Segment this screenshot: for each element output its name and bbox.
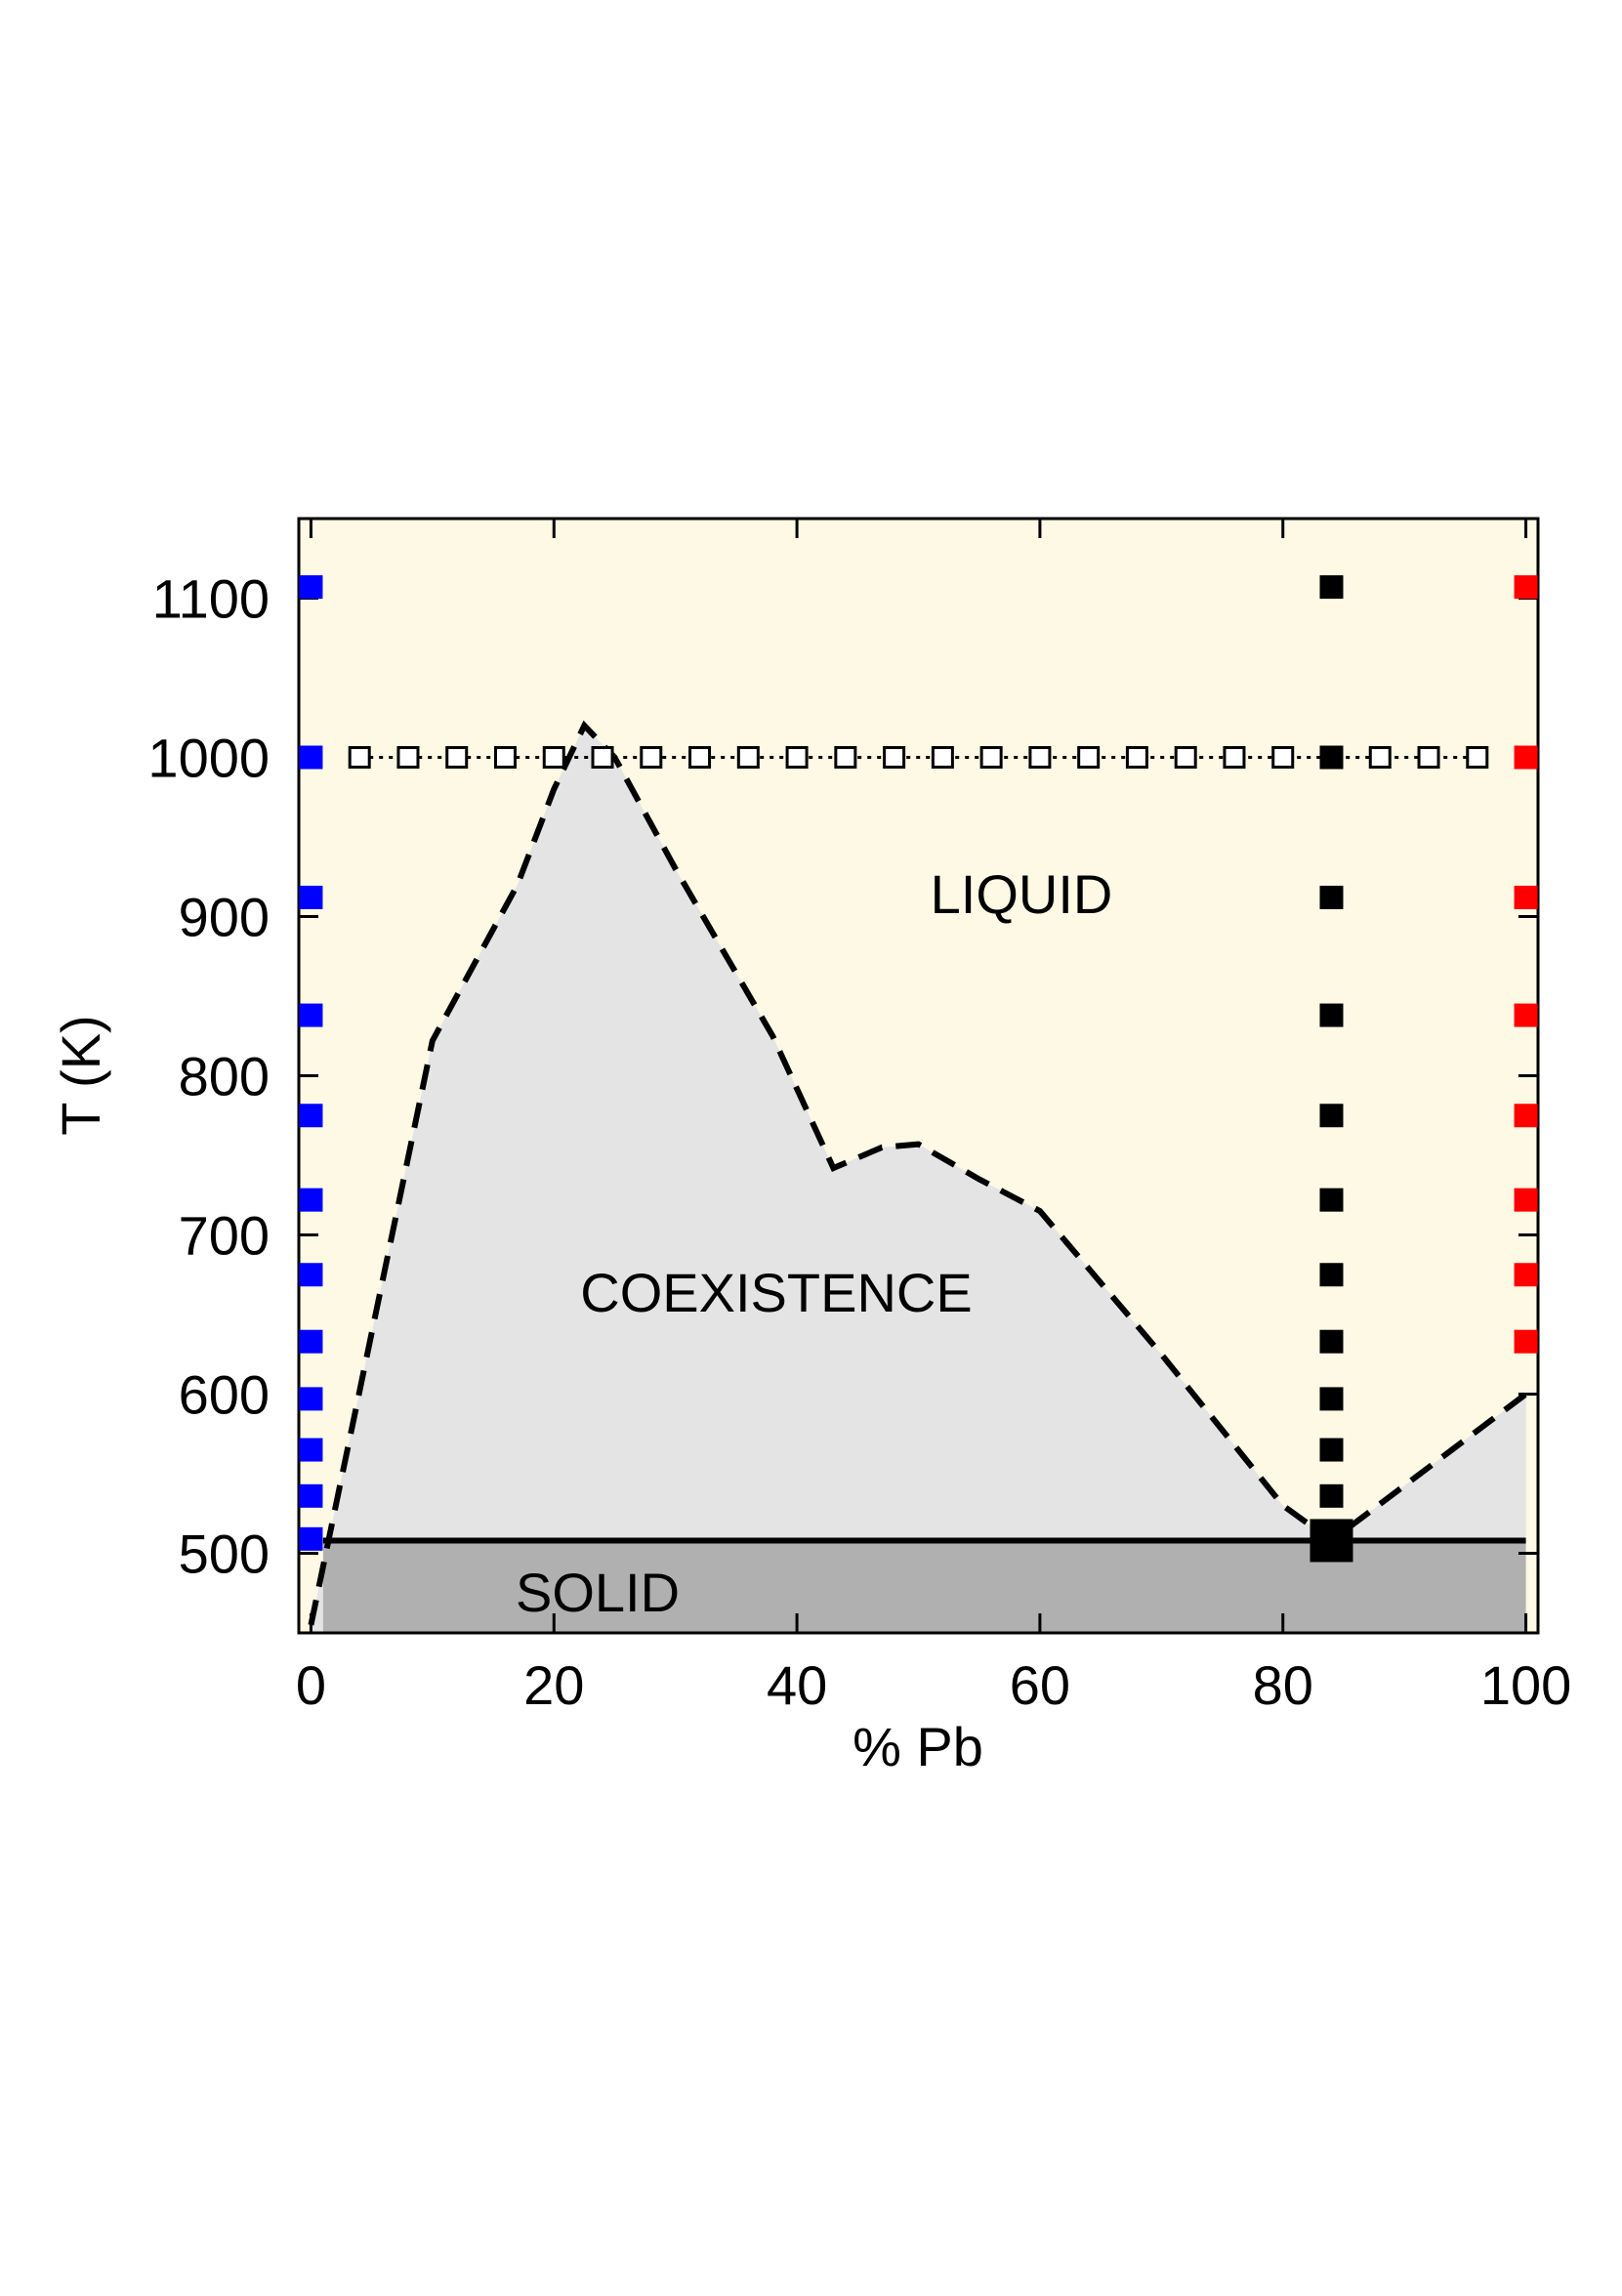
x-tick-label: 40 [767, 1654, 827, 1716]
data-point [834, 746, 857, 769]
data-point [1466, 746, 1489, 769]
data-point [1319, 1188, 1344, 1212]
data-point [1319, 885, 1344, 909]
data-point [299, 1526, 323, 1551]
data-point [979, 746, 1003, 769]
data-point [1319, 1483, 1344, 1508]
data-point [299, 1104, 323, 1128]
data-point [1319, 1104, 1344, 1128]
region-label: LIQUID [931, 863, 1113, 925]
data-point [1319, 575, 1344, 600]
data-point [1319, 1329, 1344, 1354]
x-tick-label: 0 [296, 1654, 326, 1716]
data-point [1319, 1438, 1344, 1462]
liquidus-line [308, 720, 1528, 1626]
plot-area [308, 720, 1528, 1633]
data-point [1174, 746, 1197, 769]
x-tick-label: 60 [1010, 1654, 1070, 1716]
data-point [299, 1329, 323, 1354]
data-point [736, 746, 760, 769]
data-point [1319, 1003, 1344, 1027]
region-label: SOLID [516, 1562, 680, 1623]
data-point [1125, 746, 1148, 769]
data-point [299, 1003, 323, 1027]
data-point [1271, 746, 1295, 769]
data-point [299, 1387, 323, 1411]
data-point [299, 885, 323, 909]
data-point [299, 745, 323, 770]
data-point [1514, 1104, 1538, 1128]
data-point [396, 746, 420, 769]
region-label: COEXISTENCE [580, 1262, 972, 1323]
data-point [445, 746, 469, 769]
y-tick-label: 500 [179, 1524, 270, 1585]
data-point [299, 1483, 323, 1508]
x-tick-label: 80 [1253, 1654, 1313, 1716]
data-point [1319, 745, 1344, 770]
data-point [1514, 1263, 1538, 1287]
axes: 0 20 40 60 80 100 500 600 700 800 900 1000 1100 [147, 519, 1571, 1716]
data-point [1319, 1263, 1344, 1287]
data-point [299, 1438, 323, 1462]
data-point [1514, 1003, 1538, 1027]
data-point [1514, 1329, 1538, 1354]
data-point [591, 746, 614, 769]
data-point [688, 746, 712, 769]
data-point [931, 746, 954, 769]
x-tick-label: 20 [523, 1654, 584, 1716]
data-point [640, 746, 663, 769]
data-point [1417, 746, 1440, 769]
data-point [1310, 1519, 1353, 1563]
solid-region [322, 1540, 1526, 1633]
data-point [1514, 745, 1538, 770]
y-tick-label: 1000 [147, 728, 270, 789]
y-tick-label: 900 [179, 887, 270, 948]
data-point [1368, 746, 1392, 769]
y-tick-label: 700 [179, 1205, 270, 1267]
data-point [348, 746, 371, 769]
coexistence-region [311, 725, 1526, 1633]
data-point [1514, 885, 1538, 909]
data-point [785, 746, 809, 769]
data-point [883, 746, 906, 769]
y-tick-label: 1100 [152, 568, 270, 630]
data-point [299, 575, 323, 600]
data-point [1077, 746, 1101, 769]
y-tick-label: 600 [179, 1364, 270, 1426]
data-point [299, 1263, 323, 1287]
data-point [1514, 575, 1538, 600]
data-point [494, 746, 517, 769]
data-point [1319, 1387, 1344, 1411]
y-axis-label: T (K) [50, 1015, 111, 1135]
data-point [1514, 1188, 1538, 1212]
x-axis-label: % Pb [853, 1716, 983, 1777]
x-tick-label: 100 [1480, 1654, 1571, 1716]
y-tick-label: 800 [179, 1046, 270, 1107]
data-point [299, 1188, 323, 1212]
data-point [1028, 746, 1052, 769]
data-point [1223, 746, 1246, 769]
data-point [542, 746, 565, 769]
